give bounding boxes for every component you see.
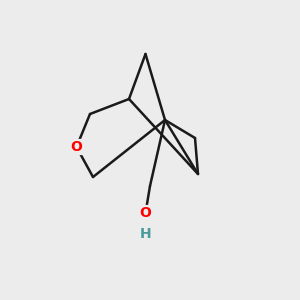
Text: H: H — [140, 227, 151, 241]
Text: O: O — [70, 140, 83, 154]
Text: O: O — [140, 206, 152, 220]
